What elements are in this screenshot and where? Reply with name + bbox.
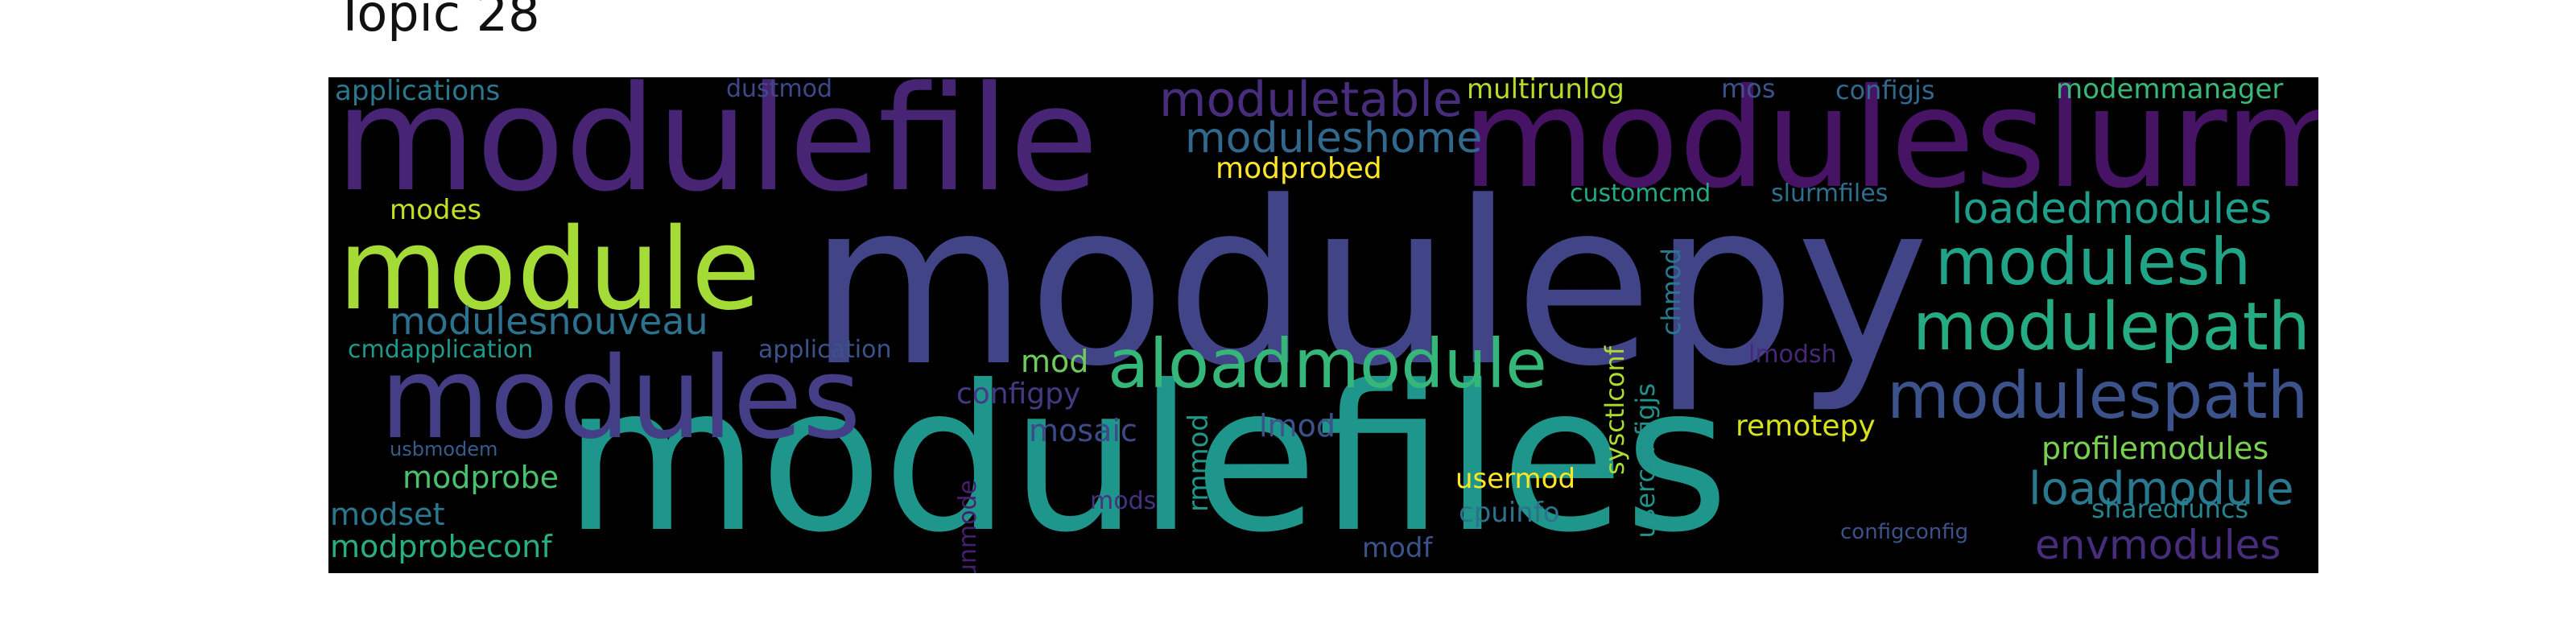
word-lmodsh: lmodsh (1748, 341, 1837, 369)
word-modules: modules (380, 333, 861, 464)
word-cpuinfo: cpuinfo (1459, 497, 1560, 529)
word-mos: mos (1721, 77, 1776, 104)
word-mods: mods (1090, 487, 1157, 515)
word-rmmod: rmmod (1183, 414, 1215, 513)
figure-title: Topic 28 (335, 0, 540, 43)
word-configconfig: configconfig (1840, 520, 1969, 544)
word-customcmd: customcmd (1570, 180, 1711, 208)
word-moduletable: moduletable (1159, 77, 1463, 128)
word-applications: applications (335, 77, 501, 107)
word-slurmfiles: slurmfiles (1771, 180, 1889, 208)
word-modulespath: modulespath (1887, 358, 2309, 433)
word-modulepath: modulepath (1913, 289, 2310, 365)
word-modulefiles: modulefiles (564, 342, 1729, 573)
word-configpy: configpy (956, 378, 1081, 411)
word-modes: modes (390, 194, 482, 226)
word-chmod: chmod (1656, 248, 1686, 336)
word-mosaic: mosaic (1029, 413, 1137, 448)
word-runmode: runmode (954, 480, 982, 573)
word-profilemodules: profilemodules (2041, 431, 2269, 466)
word-modulesh: modulesh (1935, 225, 2252, 299)
word-application: application (758, 336, 892, 364)
word-lmod: lmod (1259, 408, 1335, 444)
word-multirunlog: multirunlog (1467, 77, 1624, 105)
word-remotepy: remotepy (1736, 410, 1876, 443)
word-moduleslurm: moduleslurm (1462, 77, 2318, 219)
word-dustmod: dustmod (726, 77, 833, 103)
word-modulesnouveau: modulesnouveau (390, 299, 708, 343)
word-userconfigjs: userconfigjs (1630, 383, 1661, 539)
word-module: module (338, 204, 761, 336)
word-modset: modset (330, 497, 445, 532)
word-modf: modf (1362, 532, 1433, 564)
word-sysctlconf: sysctlconf (1600, 346, 1630, 476)
word-cmdapplication: cmdapplication (348, 336, 534, 364)
word-modulepy: modulepy (808, 154, 1930, 416)
word-loadedmodules: loadedmodules (1951, 185, 2273, 233)
word-cloud: modulepy modulefiles modulefile modulesl… (328, 77, 2318, 573)
word-modulefile: modulefile (335, 77, 1099, 224)
word-mod: mod (1021, 344, 1089, 379)
word-modemmanager: modemmanager (2056, 77, 2284, 105)
word-modprobed: modprobed (1216, 152, 1382, 185)
word-aloadmodule: aloadmodule (1108, 324, 1547, 403)
word-usermod: usermod (1455, 463, 1576, 495)
word-modprobeconf: modprobeconf (330, 529, 552, 564)
word-loadmodule: loadmodule (2029, 463, 2294, 515)
word-envmodules: envmodules (2035, 522, 2281, 568)
word-configjs: configjs (1835, 77, 1935, 105)
word-modprobe: modprobe (402, 460, 559, 495)
word-sharedfuncs: sharedfuncs (2091, 493, 2249, 524)
word-usbmodem: usbmodem (390, 438, 498, 460)
word-moduleshome: moduleshome (1185, 114, 1483, 163)
